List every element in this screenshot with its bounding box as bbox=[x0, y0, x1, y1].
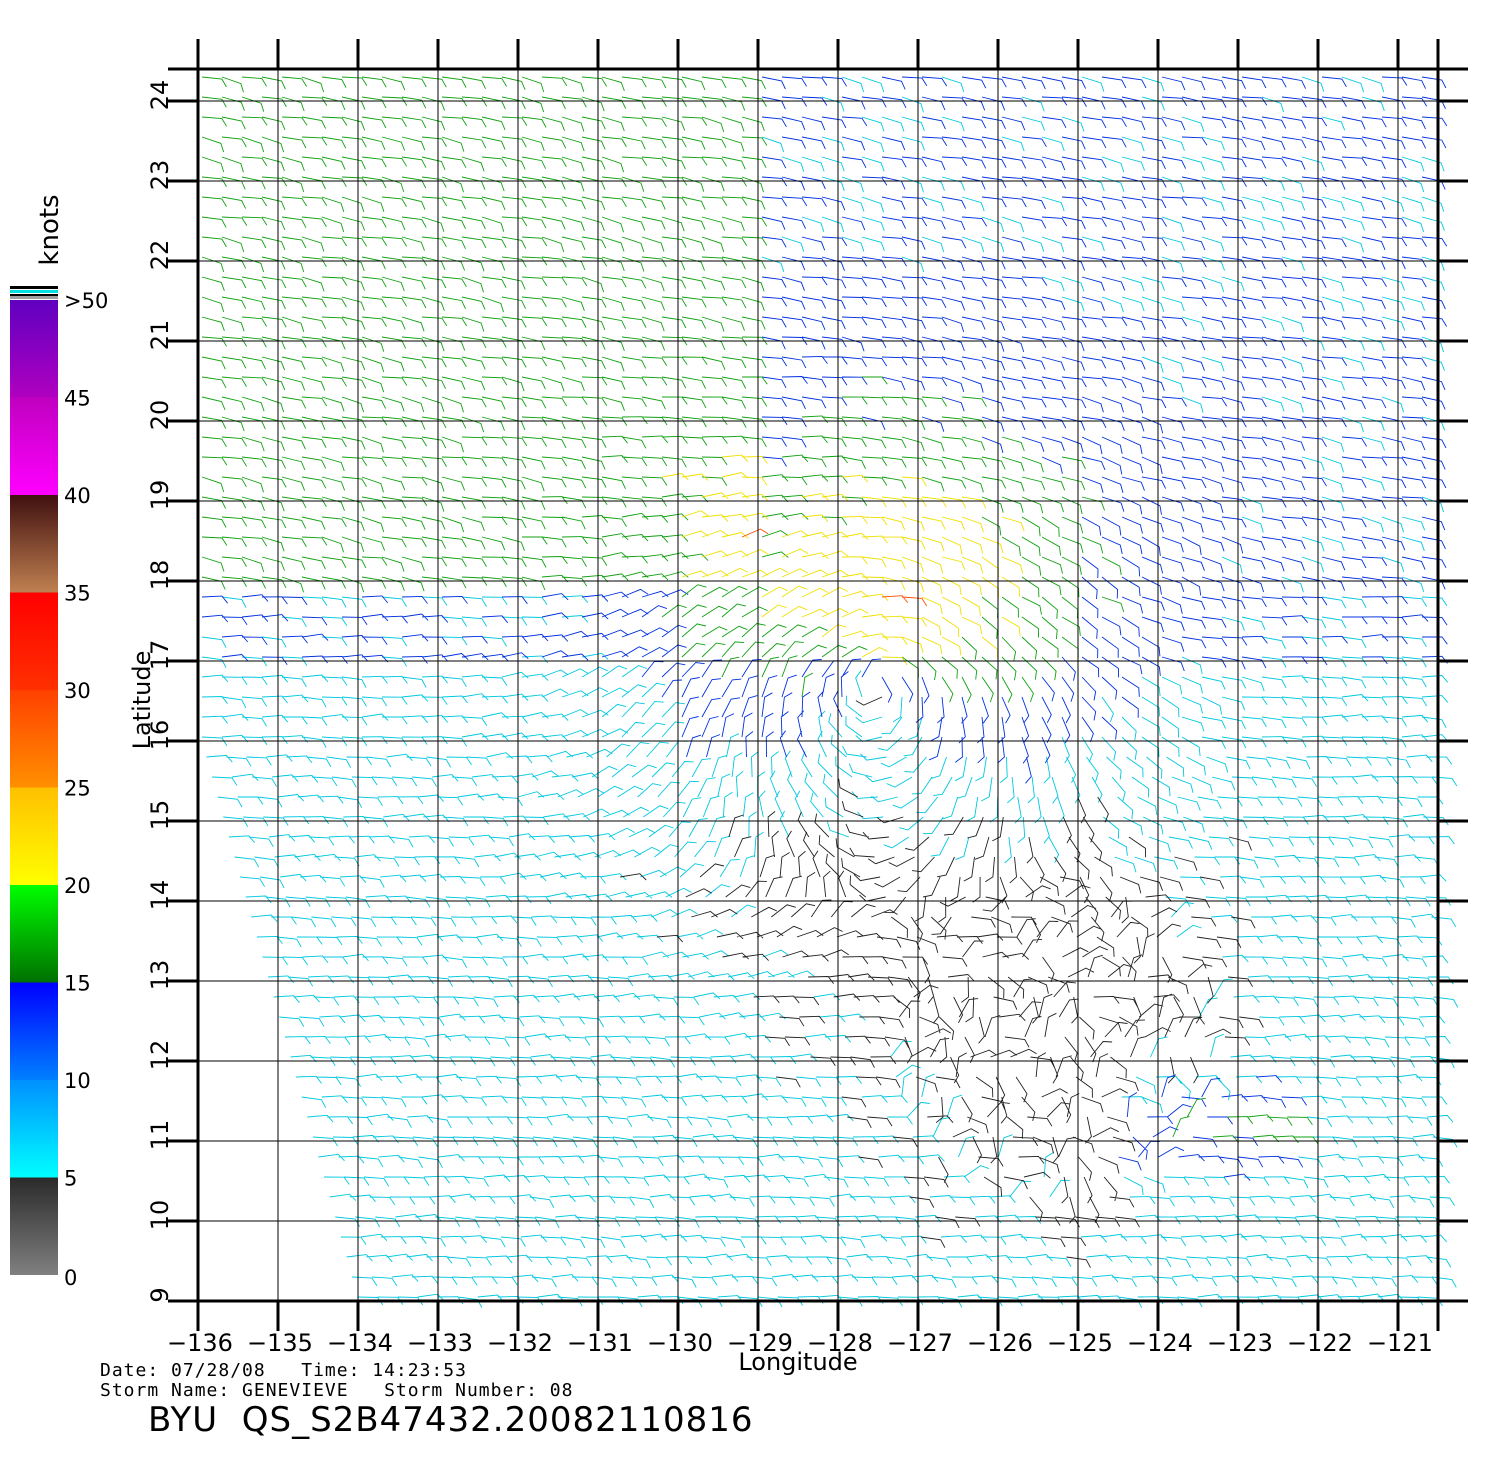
x-tick-label: −133 bbox=[407, 1329, 473, 1357]
colorbar-label: 20 bbox=[64, 874, 91, 898]
y-tick-label: 19 bbox=[146, 480, 174, 511]
x-axis-label: Longitude bbox=[738, 1348, 857, 1376]
colorbar-cap-stripe bbox=[10, 296, 58, 299]
colorbar-label: 5 bbox=[64, 1167, 77, 1191]
x-tick-label: −136 bbox=[167, 1329, 233, 1357]
latitude-ticks: 9 10 11 12 13 14 15 16 17 18 19 20 21 22 23 24 bbox=[146, 80, 1468, 1303]
colorbar-label: 45 bbox=[64, 387, 91, 411]
y-tick-label: 12 bbox=[146, 1040, 174, 1071]
colorbar-band bbox=[10, 1080, 58, 1178]
x-tick-label: −126 bbox=[967, 1329, 1033, 1357]
y-tick-label: 20 bbox=[146, 400, 174, 431]
plot-frame bbox=[168, 39, 1468, 1331]
x-tick-label: −122 bbox=[1287, 1329, 1353, 1357]
wind-barb-set bbox=[201, 76, 1319, 1145]
x-tick-label: −131 bbox=[567, 1329, 633, 1357]
x-tick-label: −124 bbox=[1127, 1329, 1193, 1357]
colorbar-band bbox=[10, 592, 58, 690]
lat-lon-grid bbox=[168, 39, 1438, 1302]
x-tick-label: −123 bbox=[1207, 1329, 1273, 1357]
colorbar-band bbox=[10, 787, 58, 885]
colorbar-band bbox=[10, 397, 58, 495]
y-tick-label: 11 bbox=[146, 1120, 174, 1151]
colorbar-label: 0 bbox=[64, 1266, 77, 1290]
colorbar-band bbox=[10, 690, 58, 788]
y-tick-label: 24 bbox=[146, 80, 174, 111]
wind-barb-set bbox=[620, 696, 1264, 1268]
colorbar-cap-stripe bbox=[10, 294, 58, 297]
y-tick-label: 9 bbox=[146, 1287, 174, 1302]
file-id: BYU QS_S2B47432.20082110816 bbox=[148, 1400, 754, 1440]
colorbar-label: 35 bbox=[64, 582, 91, 606]
colorbar-title: knots bbox=[35, 194, 65, 265]
storm-info-line: Storm Name: GENEVIEVE Storm Number: 08 bbox=[100, 1380, 574, 1401]
y-tick-label: 23 bbox=[146, 160, 174, 191]
y-tick-label: 10 bbox=[146, 1200, 174, 1231]
x-tick-label: −128 bbox=[807, 1329, 873, 1357]
x-tick-label: −129 bbox=[727, 1329, 793, 1357]
y-axis-label: Latitude bbox=[128, 651, 156, 750]
colorbar-band bbox=[10, 982, 58, 1080]
colorbar-band bbox=[10, 300, 58, 398]
colorbar-label: 10 bbox=[64, 1069, 91, 1093]
y-tick-label: 22 bbox=[146, 240, 174, 271]
y-tick-label: 15 bbox=[146, 800, 174, 831]
colorbar-label: >50 bbox=[64, 289, 108, 313]
x-tick-label: −127 bbox=[887, 1329, 953, 1357]
wind-barbs bbox=[201, 76, 1459, 1308]
colorbar-label: 40 bbox=[64, 484, 91, 508]
colorbar-cap-stripe bbox=[10, 290, 58, 293]
wind-barb-set bbox=[201, 76, 1448, 1181]
wind-barb-set bbox=[201, 76, 1459, 1308]
longitude-ticks: −136 −135 −134 −133 −132 −131 −130 −129 −128 −127… bbox=[167, 39, 1433, 1357]
colorbar-band bbox=[10, 885, 58, 983]
y-tick-label: 17 bbox=[146, 640, 174, 671]
date-time-line: Date: 07/28/08 Time: 14:23:53 bbox=[100, 1360, 467, 1381]
y-tick-label: 16 bbox=[146, 720, 174, 751]
colorbar-band bbox=[10, 495, 58, 593]
colorbar-label: 30 bbox=[64, 679, 91, 703]
colorbar-band bbox=[10, 1177, 58, 1275]
x-tick-label: −125 bbox=[1047, 1329, 1113, 1357]
y-tick-label: 13 bbox=[146, 960, 174, 991]
y-tick-label: 21 bbox=[146, 320, 174, 351]
x-tick-label: −135 bbox=[247, 1329, 313, 1357]
speed-colorbar: 0 5 10 15 20 25 30 35 40 45 >50 bbox=[10, 286, 108, 1290]
y-tick-label: 18 bbox=[146, 560, 174, 591]
x-tick-label: −130 bbox=[647, 1329, 713, 1357]
colorbar-cap-stripe bbox=[10, 286, 58, 289]
colorbar-label: 15 bbox=[64, 972, 91, 996]
x-tick-label: −121 bbox=[1367, 1329, 1433, 1357]
wind-barb-set bbox=[741, 528, 928, 607]
x-tick-label: −134 bbox=[327, 1329, 393, 1357]
colorbar-label: 25 bbox=[64, 777, 91, 801]
y-tick-label: 14 bbox=[146, 880, 174, 911]
wind-barb-set bbox=[661, 454, 1025, 666]
x-tick-label: −132 bbox=[487, 1329, 553, 1357]
